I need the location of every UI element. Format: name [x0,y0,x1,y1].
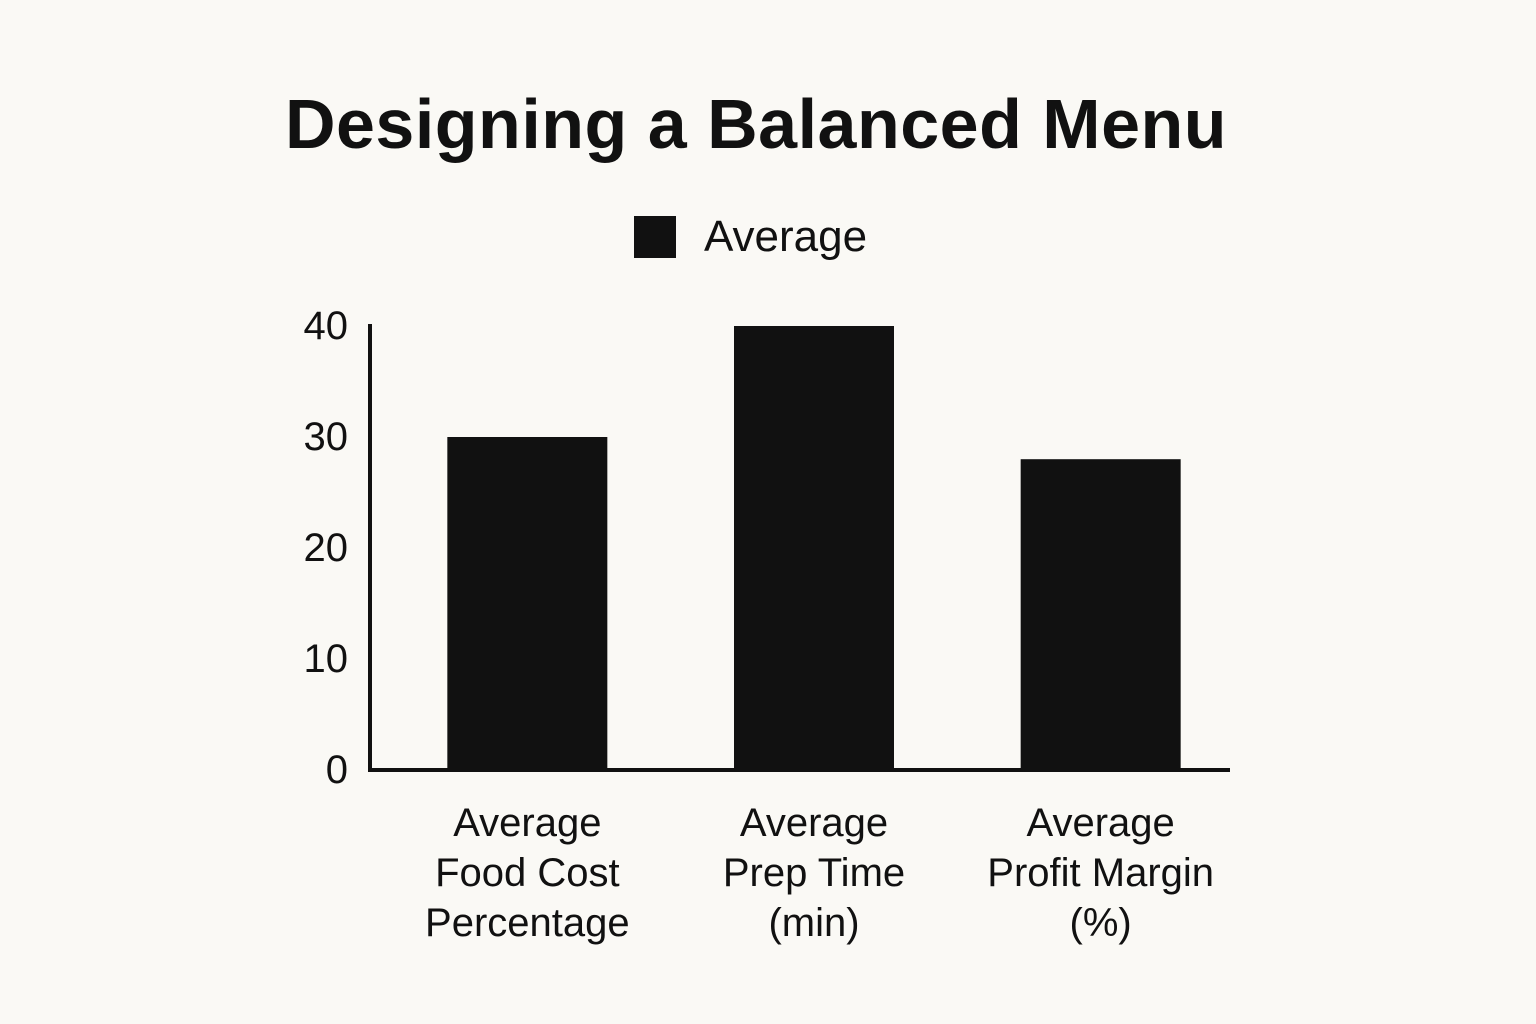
x-tick-label-line: Average [453,801,601,845]
legend-swatch [634,216,676,258]
y-tick-label: 40 [304,304,349,348]
x-tick-label: Average Food Cost Percentage [425,801,630,945]
y-tick-label: 0 [326,748,348,792]
legend: Average [634,212,867,262]
y-tick-label: 30 [304,415,349,459]
x-tick-label-line: Percentage [425,901,630,945]
x-tick-label-line: Average [740,801,888,845]
chart-title: Designing a Balanced Menu [284,85,1228,163]
x-tick-label: Average Prep Time (min) [723,801,905,945]
legend-label: Average [704,212,868,261]
bar [1020,459,1181,770]
x-tick-label-line: Food Cost [435,851,620,895]
x-tick-label-line: Prep Time [723,851,905,895]
x-tick-label: Average Profit Margin (%) [987,801,1214,945]
x-tick-label-line: (%) [1070,901,1132,945]
y-tick-label: 10 [304,637,349,681]
x-tick-label-line: Average [1027,801,1175,845]
x-tick-label-line: (min) [768,901,859,945]
x-tick-label-line: Profit Margin [987,851,1214,895]
bar [734,326,894,770]
bar [447,437,608,770]
y-tick-label: 20 [304,526,349,570]
